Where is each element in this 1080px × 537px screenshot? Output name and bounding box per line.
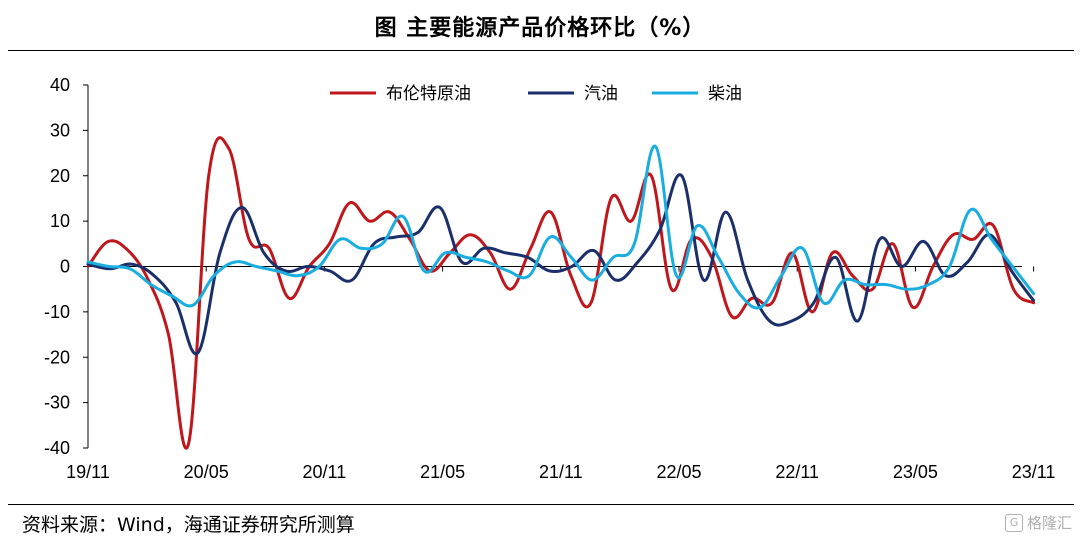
series-line-1 [86,173,1036,356]
y-tick-label: 0 [60,257,70,277]
x-tick-label: 23/11 [1012,462,1056,482]
x-tick-label: 21/11 [539,462,583,482]
source-note: 资料来源：Wind，海通证券研究所测算 [22,514,355,536]
source-divider [8,504,1074,505]
watermark: G 格隆汇 [1004,512,1072,533]
x-tick-label: 23/05 [893,462,938,482]
x-tick-label: 19/11 [66,462,110,482]
legend-label: 汽油 [584,84,618,104]
legend-label: 柴油 [708,84,742,104]
series-line-2 [86,144,1036,310]
y-tick-label: -10 [44,302,70,322]
y-tick-label: -40 [44,438,70,458]
x-tick-label: 20/11 [303,462,347,482]
watermark-logo-icon: G [1004,513,1023,532]
chart-legend: 布伦特原油 汽油 柴油 [330,84,742,104]
series-line-0 [86,136,1036,450]
y-tick-label: 30 [50,120,70,140]
legend-label: 布伦特原油 [386,84,471,104]
y-tick-label: -20 [44,347,70,367]
x-tick-label: 22/11 [775,462,819,482]
chart-axes: 40 30 20 10 0 -10 -20 -30 -40 19/11 20/05 20/11 21/0… [44,75,1055,482]
series-layer [86,136,1036,450]
x-tick-label: 20/05 [184,462,229,482]
chart-title: 图 主要能源产品价格环比（%） [374,16,706,41]
y-tick-label: 40 [50,75,70,95]
y-tick-label: -30 [44,393,70,413]
y-tick-label: 20 [50,166,70,186]
watermark-text: 格隆汇 [1026,514,1072,532]
y-tick-label: 10 [50,211,70,231]
x-tick-label: 21/05 [420,462,465,482]
x-tick-label: 22/05 [656,462,701,482]
title-divider [8,50,1074,51]
